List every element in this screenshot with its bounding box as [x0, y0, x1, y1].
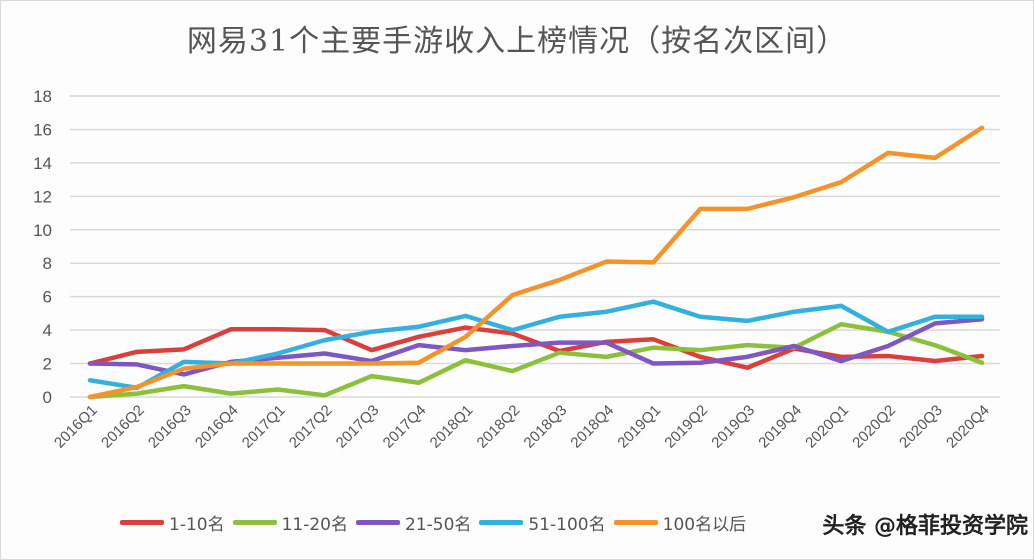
series-line-1 — [87, 322, 985, 400]
x-tick-label: 2018Q1 — [427, 402, 477, 452]
legend-item: 21-50名 — [356, 510, 471, 535]
watermark: 头条 @格菲投资学院 — [822, 514, 1028, 539]
x-tick-label: 2017Q1 — [239, 402, 289, 452]
y-tick-label: 0 — [43, 388, 52, 407]
x-tick-label: 2018Q3 — [521, 402, 571, 452]
legend-item: 11-20名 — [232, 510, 348, 535]
legend-label: 21-50名 — [405, 515, 472, 535]
chart-title: 网易31个主要手游收入上榜情况（按名次区间） — [186, 24, 848, 59]
y-tick-label: 6 — [43, 288, 52, 307]
x-tick-label: 2018Q2 — [474, 402, 524, 452]
x-tick-label: 2020Q2 — [849, 402, 899, 452]
y-tick-label: 10 — [33, 221, 52, 240]
legend-swatch — [356, 520, 400, 525]
legend-swatch — [232, 520, 277, 525]
legend-item: 1-10名 — [120, 510, 225, 535]
y-tick-label: 18 — [33, 87, 52, 106]
x-tick-label: 2017Q2 — [286, 402, 336, 452]
x-tick-label: 2016Q2 — [98, 402, 148, 452]
x-tick-label: 2019Q2 — [661, 402, 711, 452]
y-tick-label: 2 — [43, 355, 52, 374]
legend-swatch — [613, 520, 658, 525]
x-tick-label: 2019Q3 — [708, 402, 758, 452]
y-tick-label: 14 — [33, 154, 52, 173]
x-tick-label: 2017Q3 — [333, 402, 383, 452]
legend-item: 51-100名 — [479, 510, 606, 535]
y-tick-label: 8 — [43, 254, 52, 273]
x-tick-label: 2016Q4 — [192, 402, 242, 452]
y-tick-label: 4 — [43, 321, 52, 340]
x-tick-label: 2018Q4 — [567, 402, 617, 452]
x-tick-label: 2020Q1 — [802, 402, 852, 452]
x-tick-label: 2016Q3 — [145, 402, 195, 452]
y-tick-label: 12 — [33, 187, 52, 206]
legend-label: 1-10名 — [169, 515, 225, 535]
legend-swatch — [479, 520, 524, 525]
x-tick-label: 2020Q3 — [896, 402, 946, 452]
legend-label: 51-100名 — [528, 515, 606, 535]
x-tick-label: 2019Q4 — [755, 402, 805, 452]
legend-label: 11-20名 — [281, 515, 348, 535]
x-tick-label: 2016Q1 — [51, 402, 101, 452]
series-line-4 — [87, 125, 985, 400]
legend-item: 100名以后 — [613, 510, 747, 535]
legend: 1-10名 11-20名 21-50名 51-100名 100名以后 — [120, 510, 754, 535]
x-tick-label: 2019Q1 — [614, 402, 664, 452]
legend-swatch — [120, 520, 164, 525]
legend-label: 100名以后 — [662, 515, 747, 535]
x-tick-label: 2020Q4 — [943, 402, 993, 452]
x-tick-label: 2017Q4 — [380, 402, 430, 452]
y-tick-label: 16 — [33, 120, 52, 139]
